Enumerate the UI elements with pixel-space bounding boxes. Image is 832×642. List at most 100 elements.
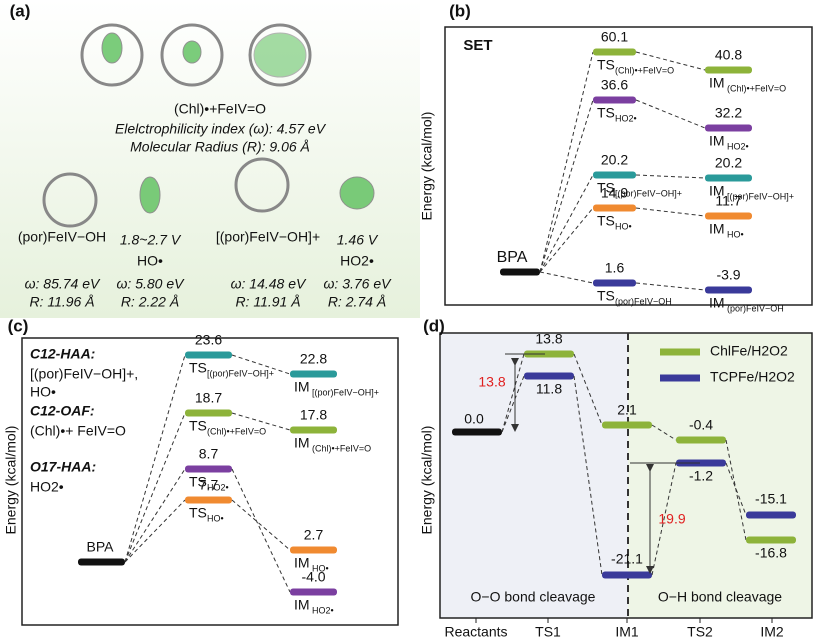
level-sub: HO2•: [615, 113, 637, 123]
panel-a-bg: [0, 0, 420, 318]
x-tick-label: IM2: [760, 624, 784, 640]
x-tick-label: IM1: [615, 624, 639, 640]
level-sub: [(por)FeIV−OH]+: [207, 368, 274, 378]
level-sub: (Chl)•+FeIV=O: [207, 426, 266, 436]
energy-level: [705, 124, 752, 132]
energy-level: [452, 428, 502, 436]
start-label: BPA: [87, 539, 115, 555]
value-label: 11.8: [536, 381, 562, 397]
value-label: 11.7: [715, 193, 741, 209]
energy-level: [290, 588, 337, 596]
level-sub: HO2•: [207, 482, 229, 492]
connector: [635, 282, 706, 291]
region-label: O−O bond cleavage: [471, 589, 596, 605]
connector: [725, 462, 747, 516]
y-axis-label: Energy (kcal/mol): [3, 426, 19, 535]
value-label: 23.6: [195, 332, 222, 348]
level-name: IM: [294, 379, 310, 395]
energy-level: [676, 459, 726, 467]
level-name: TS: [597, 180, 615, 196]
radius: R: 11.91 Å: [235, 294, 300, 310]
energy-level: [290, 546, 337, 554]
potential: 1.8~2.7 V: [120, 232, 182, 248]
panel-d-right-bg: [628, 333, 812, 618]
panel-label: (d): [423, 316, 445, 335]
x-tick-label: TS1: [535, 624, 561, 640]
value-label: 18.7: [195, 390, 222, 406]
energy-level: [185, 465, 232, 473]
level-name: TS: [189, 418, 207, 434]
connector: [124, 468, 186, 563]
value-label: 40.8: [715, 47, 742, 63]
level-name: TS: [597, 213, 615, 229]
legend-label: ChlFe/H2O2: [710, 343, 788, 359]
level-sub: HO•: [207, 513, 224, 523]
energy-level: [593, 204, 636, 212]
connector: [539, 51, 594, 273]
connector: [539, 271, 594, 284]
species: HO•: [137, 253, 163, 269]
start-label: BPA: [497, 249, 528, 266]
group-title: C12-OAF:: [30, 403, 95, 419]
value-label: -0.4: [689, 417, 713, 433]
level-name: IM: [294, 555, 310, 571]
connector: [573, 353, 603, 426]
value-label: 32.2: [715, 105, 742, 121]
legend-label: TCPFe/H2O2: [710, 369, 795, 385]
connector: [635, 174, 706, 179]
value-label: 2.1: [617, 402, 637, 418]
species: HO2•: [340, 253, 374, 269]
group-text: [(por)FeIV−OH]+,: [30, 366, 138, 382]
level-name: IM: [294, 435, 310, 451]
panel-d-left-bg: [440, 333, 628, 618]
energy-level: [524, 372, 574, 380]
energy-level: [593, 279, 636, 287]
connector: [231, 499, 291, 551]
energy-level: [185, 351, 232, 359]
level-name: IM: [709, 221, 725, 237]
value-label: 8.7: [199, 446, 219, 462]
energy-level: [290, 426, 337, 434]
connector: [635, 51, 706, 71]
value-label: 1.6: [605, 260, 625, 276]
level-sub: [(por)FeIV−OH]+: [615, 188, 682, 198]
level-sub: HO•: [615, 221, 632, 231]
energy-level: [524, 350, 574, 358]
connector: [539, 174, 594, 273]
value-label: 22.8: [300, 351, 327, 367]
region-label: O−H bond cleavage: [658, 589, 782, 605]
value-label: -3.9: [716, 267, 740, 283]
level-sub: [(por)FeIV−OH]+: [312, 387, 379, 397]
level-sub: HO•: [727, 229, 744, 239]
connector: [635, 99, 706, 129]
connector: [124, 499, 186, 563]
value-label: -1.2: [689, 468, 713, 484]
mechanism: SET: [463, 37, 492, 54]
omega: ω: 14.48 eV: [231, 276, 307, 292]
energy-level: [185, 409, 232, 417]
radius: R: 2.74 Å: [328, 294, 386, 310]
value-label: 14.9: [601, 185, 628, 201]
energy-level: [746, 511, 796, 519]
molecules: [42, 23, 375, 228]
level-name: IM: [294, 597, 310, 613]
value-label: 36.6: [601, 77, 628, 93]
energy-level: [593, 48, 636, 56]
panel-label: (a): [10, 1, 31, 20]
property: Elelctrophilicity index (ω): 4.57 eV: [115, 121, 327, 137]
level-name: IM: [709, 75, 725, 91]
value-label: -21.1: [611, 551, 643, 567]
radius: R: 2.22 Å: [121, 294, 179, 310]
level-name: TS: [189, 505, 207, 521]
level-name: TS: [189, 360, 207, 376]
species: (Chl)•+FeIV=O: [174, 101, 266, 117]
level-sub: [(por)FeIV−OH]+: [727, 191, 794, 201]
group-text: (Chl)•+ FeIV=O: [30, 423, 126, 439]
omega: ω: 3.76 eV: [324, 276, 393, 292]
level-sub: HO•: [312, 563, 329, 573]
energy-level: [290, 370, 337, 378]
level-name: IM: [709, 133, 725, 149]
energy-level: [78, 558, 125, 566]
level-name: TS: [597, 288, 615, 304]
